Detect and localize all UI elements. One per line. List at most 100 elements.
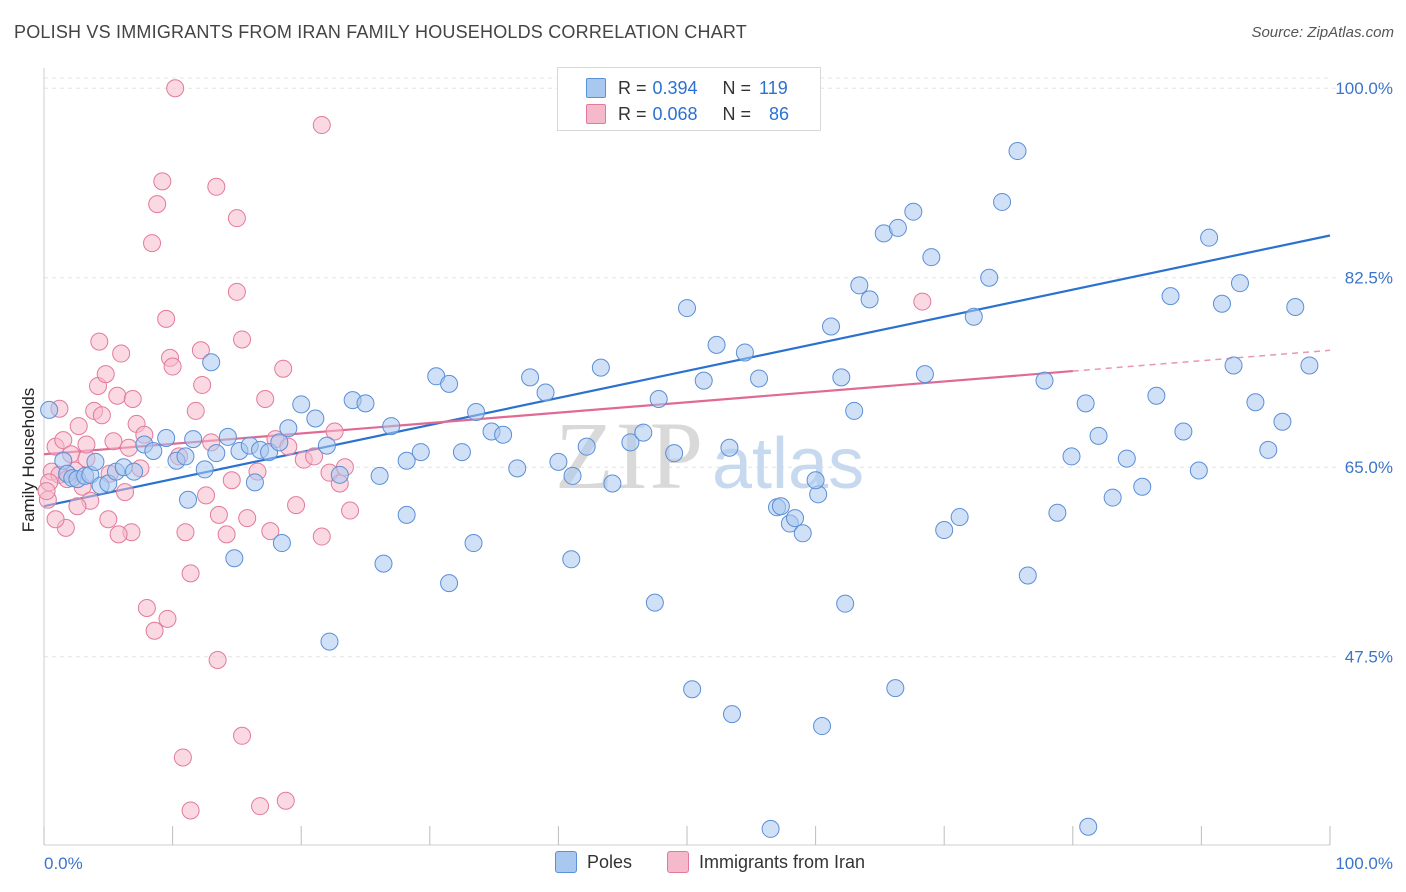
iran-point [173,748,192,767]
iran-point [261,522,280,541]
watermark-atlas: atlas [712,424,864,504]
iran-point [238,509,257,528]
poles-point [356,394,375,413]
poles-point [1103,488,1122,507]
poles-point [440,374,459,393]
iran-point [69,417,88,436]
poles-point [1117,449,1136,468]
poles-point [452,443,471,462]
iran-point [157,309,176,328]
iran-point [233,330,252,349]
poles-point [1200,228,1219,247]
iran-point [233,726,252,745]
iran-trend-line-dashed [1072,349,1331,372]
poles-point [1174,422,1193,441]
iran-point [217,525,236,544]
iran-point [209,505,228,524]
iran-point [92,406,111,425]
legend-swatch-iran [586,104,606,124]
poles-point [922,248,941,267]
legend-swatch-poles [586,78,606,98]
poles-point [176,447,195,466]
poles-point [207,444,226,463]
legend-n-label: N = [722,77,752,98]
poles-point [184,430,203,449]
legend-label-poles: Poles [587,851,633,872]
poles-point [1076,394,1095,413]
legend-item-poles[interactable]: Poles [555,851,632,873]
legend-item-iran[interactable]: Immigrants from Iran [667,851,865,873]
legend-r-label: R = [618,77,647,98]
iran-point [104,432,123,451]
poles-point [888,218,907,237]
iran-point [193,375,212,394]
iran-point [181,801,200,820]
poles-point [521,368,540,387]
legend-n-value: 119 [759,77,788,98]
iran-point [143,234,162,253]
iran-point [191,341,210,360]
poles-point [723,705,742,724]
poles-point [980,268,999,287]
poles-point [771,497,790,516]
iran-point [46,510,65,529]
legend-r-label: R = [618,103,647,124]
iran-point [77,435,96,454]
iran-point [96,365,115,384]
y-tick-label: 65.0% [1345,458,1393,477]
iran-point [145,621,164,640]
poles-point [270,433,289,452]
poles-point [678,299,696,318]
poles-point [144,442,163,460]
poles-point [1147,386,1166,405]
legend-label-iran: Immigrants from Iran [699,851,866,872]
iran-point [227,282,246,301]
poles-point [591,358,610,377]
legend-top: R = 0.394 N = 119 R = 0.068 N = 86 [557,67,821,131]
poles-point [634,423,653,442]
poles-point [40,400,59,419]
poles-point [1008,142,1027,161]
legend-swatch-iran [667,851,689,873]
chart-title: POLISH VS IMMIGRANTS FROM IRAN FAMILY HO… [14,22,747,42]
poles-point [915,365,934,384]
iran-point [208,650,227,669]
poles-point [1018,566,1037,585]
poles-point [1286,297,1305,316]
iran-point [153,172,172,191]
poles-point [397,505,416,524]
y-axis-label: Family Households [19,387,38,533]
poles-point [904,202,923,221]
poles-point [549,452,568,471]
iran-point [99,510,118,529]
poles-point [813,717,832,736]
poles-point [218,427,237,446]
iran-point [137,599,156,618]
poles-point [330,465,349,484]
poles-point [245,473,264,492]
poles-point [964,307,983,326]
iran-point [227,209,246,228]
poles-point [1161,287,1180,306]
poles-point [720,438,739,457]
iran-point [251,797,270,816]
iran-point [274,359,293,378]
poles-point [577,437,596,456]
poles-point [272,534,291,553]
poles-point [1273,412,1292,431]
poles-point [411,443,430,462]
poles-point [1089,426,1108,445]
poles-point [621,433,640,452]
poles-point [370,466,389,485]
y-tick-label: 100.0% [1335,79,1393,98]
iran-point [158,609,177,628]
poles-point [464,534,483,553]
iran-point [197,486,216,505]
poles-point [993,192,1012,211]
poles-point [1189,461,1208,480]
iran-point [112,344,131,363]
poles-point [508,459,527,478]
iran-point [256,390,275,409]
poles-point [1035,371,1054,390]
poles-point [125,462,144,481]
